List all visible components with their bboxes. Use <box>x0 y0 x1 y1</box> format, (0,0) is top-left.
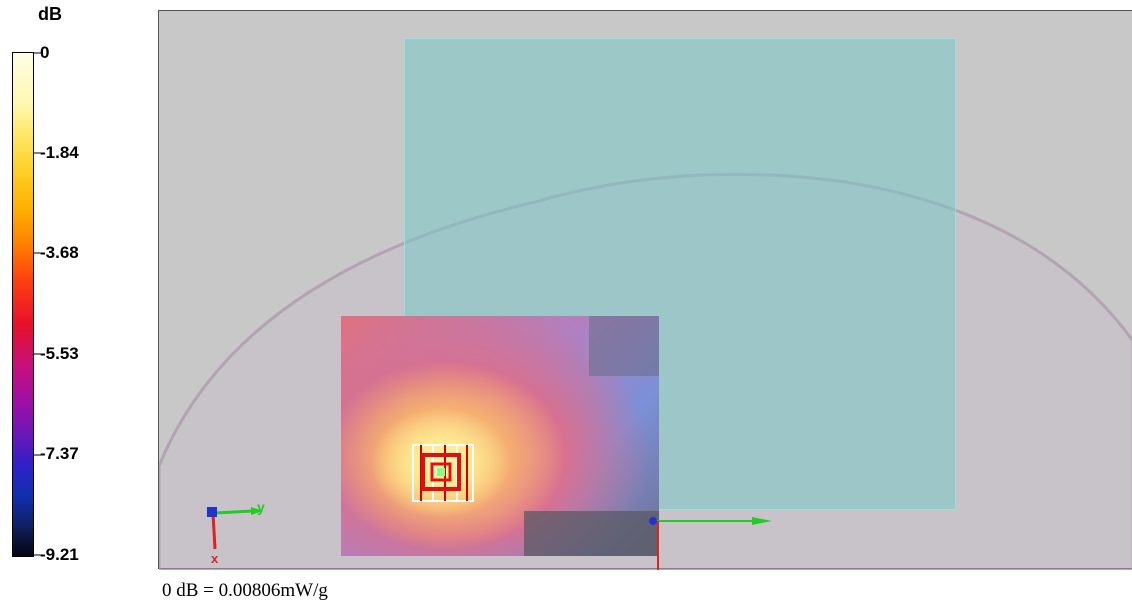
tick-label-4: -7.37 <box>40 444 79 463</box>
zoom-scan-marker <box>412 444 474 502</box>
heatmap-shadow-region <box>524 511 659 556</box>
tick-label-1: -1.84 <box>40 143 79 162</box>
tick-label-3: -5.53 <box>40 344 79 363</box>
sar-heatmap <box>341 316 659 556</box>
tick-label-5: -9.21 <box>40 545 79 564</box>
tick-label-2: -3.68 <box>40 243 79 262</box>
axis-x-label: x <box>211 551 219 566</box>
legend-unit: dB <box>38 4 62 24</box>
probe-origin-axes <box>649 517 772 570</box>
axis-y-label: y <box>257 499 265 515</box>
3d-viewport[interactable]: y x <box>158 10 1132 570</box>
color-scale-bar <box>12 52 34 557</box>
heatmap-shadow-corner <box>589 316 659 376</box>
axes-gizmo: y x <box>207 499 265 566</box>
tick-label-0: 0 <box>40 43 50 62</box>
reference-value-note: 0 dB = 0.00806mW/g <box>162 580 328 601</box>
color-scale-ticks <box>34 52 41 556</box>
